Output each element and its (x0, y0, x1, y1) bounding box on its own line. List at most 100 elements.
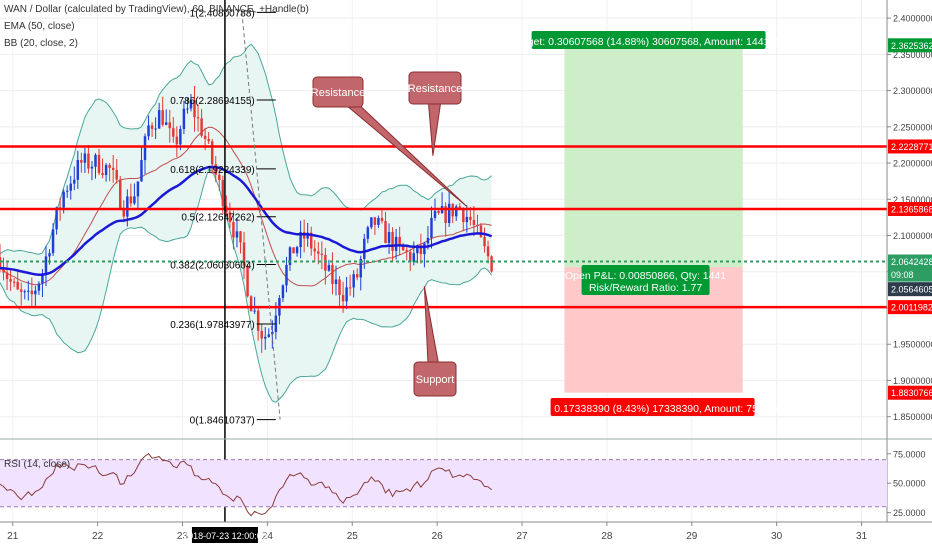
crosshair-date-box (191, 527, 258, 543)
candle-body (416, 245, 419, 254)
fib-level-label: 0.5(2.12647262) (181, 213, 254, 224)
bollinger-basis-line (0, 126, 492, 287)
candle-body (324, 254, 327, 271)
candle-body (359, 258, 362, 278)
candle-body (69, 183, 72, 191)
candle-body (306, 232, 309, 239)
price-tag-box (888, 254, 932, 269)
candle-body (133, 196, 136, 204)
ema-indicator-label[interactable]: EMA (50, close) (4, 21, 75, 32)
candle-body (412, 253, 416, 262)
bollinger-lower-line (0, 168, 493, 403)
callout-box (413, 361, 457, 397)
candle-body (94, 154, 97, 167)
candle-body (469, 216, 472, 220)
candle-body (447, 203, 451, 223)
bollinger-indicator-label[interactable]: BB (20, close, 2) (4, 38, 78, 49)
candle-body (401, 244, 405, 251)
candle-body (433, 210, 437, 218)
candle-body (260, 330, 263, 339)
time-axis-label: 28 (601, 531, 613, 542)
price-axis-label: 2.20000000 (893, 159, 932, 169)
price-tag-box (888, 202, 932, 217)
candle-body (465, 216, 469, 223)
candle-body (168, 122, 171, 129)
candle-body (256, 310, 260, 331)
candle-body (373, 217, 377, 225)
candle-body (458, 206, 462, 209)
time-axis-label: 29 (686, 531, 698, 542)
fib-level-label: 0.618(2.19224339) (170, 165, 255, 176)
candle-body (65, 190, 69, 192)
candle-body (398, 236, 401, 245)
price-axis-label: 1.85000000 (893, 412, 932, 422)
candle-body (41, 273, 44, 284)
candle-body (9, 279, 12, 282)
candle-body (387, 231, 391, 244)
position-label-box (581, 265, 710, 295)
candle-body (48, 253, 51, 257)
fib-level-label: 0(1.84610737) (190, 416, 255, 427)
candle-body (391, 231, 394, 251)
rsi-line (0, 452, 492, 517)
candle-body (186, 108, 189, 110)
fib-level-label: 0.382(2.06030604) (170, 261, 255, 272)
price-tag-box (888, 385, 932, 400)
candle-body (111, 167, 115, 170)
bollinger-band-fill (0, 44, 492, 403)
candle-body (101, 173, 104, 176)
price-axis-label: 2.25000000 (893, 122, 932, 132)
rsi-axis-label: 75.0000 (893, 449, 926, 459)
candle-body (405, 250, 408, 252)
candle-body (235, 231, 239, 238)
price-axis-label: 1.90000000 (893, 376, 932, 386)
time-axis-label: 22 (92, 531, 104, 542)
price-tag-label: 2.22287713 (891, 142, 932, 152)
candle-body (419, 245, 423, 255)
candle-body (5, 272, 9, 280)
fib-level-label: 0.786(2.28694155) (170, 96, 255, 107)
candle-body (203, 135, 207, 139)
candle-body (147, 125, 150, 137)
candle-body (175, 136, 179, 145)
candle-body (179, 129, 182, 145)
candle-body (200, 118, 203, 136)
candle-body (444, 206, 447, 223)
time-axis-label: 24 (262, 531, 274, 542)
candle-body (0, 257, 2, 269)
candle-body (129, 196, 133, 204)
candle-body (295, 247, 299, 254)
time-axis-label: 30 (771, 531, 783, 542)
candle-body (348, 287, 352, 289)
ema-line (0, 165, 493, 276)
position-label-text: Stop: 0.17338390 (8.43%) 17338390, Amoun… (527, 403, 779, 415)
price-axis-label: 2.10000000 (893, 231, 932, 241)
time-axis-label: 27 (516, 531, 528, 542)
candle-body (143, 136, 147, 161)
candle-body (196, 117, 200, 119)
callout-label: Resistance (311, 87, 365, 99)
candle-body (104, 165, 108, 176)
candle-body (232, 221, 235, 238)
candle-body (331, 265, 334, 285)
candle-body (246, 265, 249, 297)
price-tag-label: 2.05646054 (891, 285, 932, 295)
candle-body (172, 128, 175, 137)
candle-body (12, 281, 16, 283)
candle-body (472, 219, 476, 226)
time-axis-label: 23 (177, 531, 189, 542)
rsi-indicator-label[interactable]: RSI (14, close) (4, 459, 71, 470)
time-axis-label: 21 (7, 531, 19, 542)
candle-body (23, 291, 26, 293)
time-axis-label: 26 (432, 531, 444, 542)
candle-body (27, 290, 30, 292)
candle-body (115, 169, 118, 180)
price-axis-label: 1.95000000 (893, 340, 932, 350)
fib-level-label: 1(2.40800788) (190, 8, 255, 19)
position-target-zone (564, 45, 743, 268)
candle-body (486, 246, 490, 257)
candle-body (157, 110, 161, 129)
candle-body (409, 251, 412, 262)
time-axis-label: 25 (347, 531, 359, 542)
